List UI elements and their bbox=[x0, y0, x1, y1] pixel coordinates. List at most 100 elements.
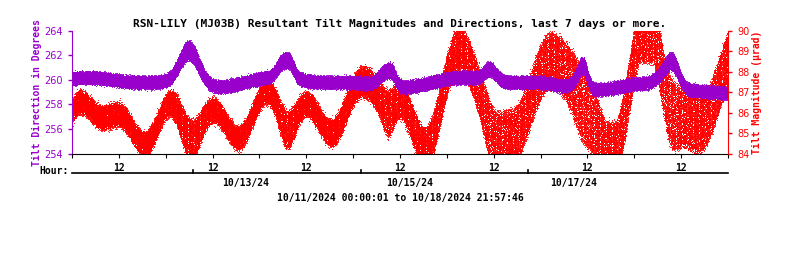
Point bbox=[146, 85, 158, 89]
Point bbox=[689, 107, 702, 111]
Point bbox=[404, 83, 417, 88]
Point bbox=[708, 108, 721, 112]
Point bbox=[334, 77, 347, 81]
Point bbox=[334, 77, 346, 81]
Point bbox=[170, 69, 182, 73]
Point bbox=[487, 115, 500, 119]
Point bbox=[99, 82, 112, 86]
Point bbox=[527, 101, 540, 105]
Point bbox=[393, 80, 406, 84]
Point bbox=[487, 67, 500, 71]
Point bbox=[614, 82, 627, 86]
Point bbox=[453, 77, 466, 81]
Point bbox=[277, 126, 290, 131]
Point bbox=[179, 58, 192, 62]
Point bbox=[78, 77, 91, 81]
Point bbox=[424, 83, 437, 87]
Point bbox=[374, 86, 386, 90]
Point bbox=[719, 89, 732, 93]
Point bbox=[675, 85, 688, 89]
Point bbox=[260, 82, 273, 86]
Point bbox=[246, 110, 259, 114]
Point bbox=[647, 29, 660, 33]
Point bbox=[294, 70, 307, 74]
Point bbox=[213, 103, 226, 107]
Point bbox=[345, 99, 358, 103]
Point bbox=[676, 80, 689, 84]
Point bbox=[700, 95, 713, 99]
Point bbox=[394, 79, 406, 83]
Point bbox=[268, 91, 281, 95]
Point bbox=[460, 59, 473, 63]
Point bbox=[354, 85, 367, 89]
Point bbox=[87, 104, 100, 108]
Point bbox=[460, 70, 473, 74]
Point bbox=[395, 96, 408, 100]
Point bbox=[714, 85, 726, 89]
Point bbox=[339, 86, 352, 90]
Point bbox=[313, 118, 326, 122]
Point bbox=[610, 142, 622, 146]
Point bbox=[615, 109, 628, 113]
Point bbox=[358, 82, 370, 86]
Point bbox=[555, 86, 568, 90]
Point bbox=[283, 121, 296, 125]
Point bbox=[326, 78, 339, 82]
Point bbox=[262, 92, 275, 97]
Point bbox=[258, 78, 271, 82]
Point bbox=[515, 85, 528, 89]
Point bbox=[135, 74, 148, 78]
Point bbox=[705, 85, 718, 89]
Point bbox=[562, 85, 575, 89]
Point bbox=[217, 118, 230, 122]
Point bbox=[352, 87, 365, 91]
Point bbox=[364, 68, 377, 72]
Point bbox=[656, 68, 669, 72]
Point bbox=[530, 109, 542, 113]
Point bbox=[681, 97, 694, 101]
Point bbox=[176, 47, 189, 51]
Point bbox=[610, 84, 622, 88]
Point bbox=[433, 89, 446, 93]
Point bbox=[131, 82, 144, 86]
Point bbox=[368, 84, 381, 88]
Point bbox=[466, 71, 479, 75]
Point bbox=[456, 76, 469, 80]
Point bbox=[438, 73, 450, 77]
Point bbox=[82, 79, 94, 83]
Point bbox=[257, 76, 270, 80]
Point bbox=[428, 82, 441, 86]
Point bbox=[127, 81, 140, 85]
Point bbox=[240, 128, 253, 132]
Point bbox=[700, 141, 713, 145]
Point bbox=[682, 142, 694, 146]
Point bbox=[169, 69, 182, 73]
Point bbox=[90, 107, 102, 111]
Point bbox=[69, 82, 82, 86]
Point bbox=[553, 81, 566, 85]
Point bbox=[541, 83, 554, 87]
Point bbox=[570, 90, 583, 94]
Point bbox=[499, 83, 512, 87]
Point bbox=[389, 98, 402, 102]
Point bbox=[154, 100, 167, 104]
Point bbox=[91, 77, 104, 81]
Point bbox=[676, 74, 689, 78]
Point bbox=[294, 75, 306, 79]
Point bbox=[700, 87, 713, 91]
Point bbox=[577, 139, 590, 143]
Point bbox=[414, 146, 426, 150]
Point bbox=[638, 83, 650, 87]
Point bbox=[211, 109, 224, 113]
Point bbox=[110, 80, 123, 84]
Point bbox=[127, 83, 140, 88]
Point bbox=[322, 76, 334, 80]
Point bbox=[634, 82, 647, 86]
Point bbox=[76, 89, 89, 93]
Point bbox=[687, 131, 700, 135]
Point bbox=[159, 77, 172, 81]
Point bbox=[99, 74, 112, 78]
Point bbox=[681, 141, 694, 145]
Point bbox=[718, 95, 730, 100]
Point bbox=[470, 74, 482, 78]
